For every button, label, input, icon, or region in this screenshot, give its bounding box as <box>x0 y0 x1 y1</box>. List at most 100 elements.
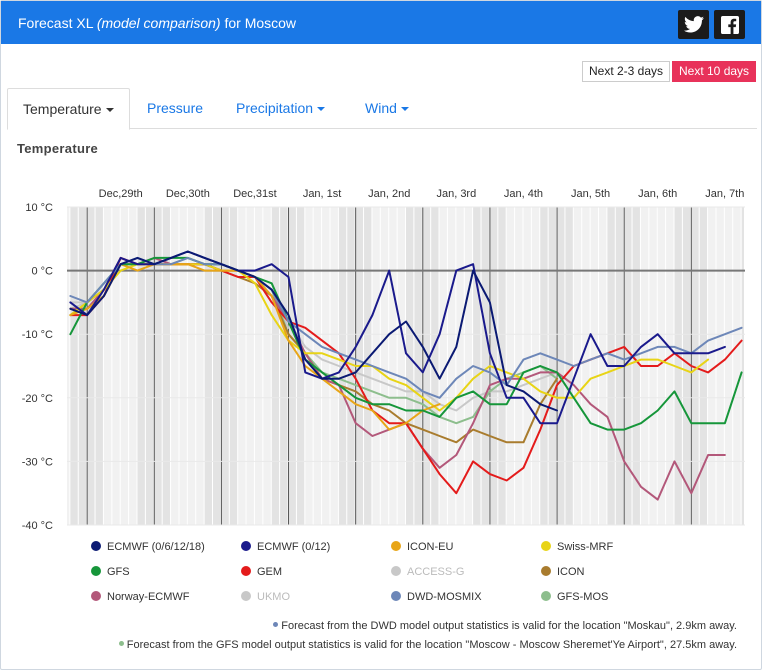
time-band <box>481 207 489 525</box>
time-band <box>246 207 254 525</box>
legend-label: ECMWF (0/6/12/18) <box>107 541 205 553</box>
time-band <box>531 207 540 525</box>
time-band <box>322 207 330 525</box>
day-label: Jan, 7th <box>705 188 744 200</box>
legend-item[interactable]: ICON-EU <box>391 541 453 553</box>
legend-dot-icon <box>91 541 101 551</box>
y-tick-label: -40 °C <box>22 520 53 532</box>
legend-item[interactable]: Swiss-MRF <box>541 541 613 553</box>
series-line-ecmwf-0-6-12-18- <box>69 250 558 412</box>
time-band <box>380 207 389 525</box>
tab-temperature[interactable]: Temperature <box>7 88 130 130</box>
legend-item[interactable]: ICON <box>541 566 585 578</box>
time-band <box>632 207 640 525</box>
next-10-days-button[interactable]: Next 10 days <box>672 61 757 82</box>
legend-dot-icon <box>541 591 551 601</box>
legend-item[interactable]: UKMO <box>241 591 290 603</box>
series-line-gfs <box>69 256 743 431</box>
time-band <box>666 207 674 525</box>
chevron-down-icon <box>317 107 326 112</box>
time-band <box>112 207 120 525</box>
legend-label: GFS <box>107 566 130 578</box>
legend-item[interactable]: DWD-MOSMIX <box>391 591 482 603</box>
time-band <box>573 207 582 525</box>
time-band <box>733 207 741 525</box>
time-band <box>221 207 229 525</box>
time-band <box>171 207 179 525</box>
legend-dot-icon <box>91 591 101 601</box>
tab-pressure[interactable]: Pressure <box>147 88 203 129</box>
next-2-3-days-button[interactable]: Next 2-3 days <box>582 61 671 82</box>
legend-item[interactable]: GFS <box>91 566 130 578</box>
title-model: (model comparison) <box>96 15 221 31</box>
time-band <box>389 207 397 525</box>
time-band <box>196 207 204 525</box>
time-band <box>598 207 607 525</box>
time-band <box>397 207 405 525</box>
legend-label: ACCESS-G <box>407 566 465 578</box>
time-band <box>288 207 296 525</box>
time-band <box>67 207 70 525</box>
legend-dot-icon <box>241 541 251 551</box>
tab-wind[interactable]: Wind <box>365 88 409 129</box>
legend-item[interactable]: ACCESS-G <box>391 566 464 578</box>
legend-dot-icon <box>391 591 401 601</box>
time-band <box>229 207 238 525</box>
twitter-share-button[interactable] <box>678 10 709 39</box>
legend-item[interactable]: ECMWF (0/6/12/18) <box>91 541 205 553</box>
time-band <box>187 207 196 525</box>
time-band <box>691 207 699 525</box>
tab-precipitation[interactable]: Precipitation <box>236 88 326 129</box>
legend-label: Norway-ECMWF <box>107 591 190 603</box>
tab-wind-label: Wind <box>365 100 397 116</box>
time-band <box>179 207 187 525</box>
time-band <box>431 207 439 525</box>
time-band <box>724 207 733 525</box>
time-band <box>103 207 112 525</box>
legend-dot-icon <box>91 566 101 576</box>
legend-item[interactable]: GFS-MOS <box>541 591 608 603</box>
time-band <box>716 207 724 525</box>
time-band <box>674 207 682 525</box>
time-band <box>372 207 380 525</box>
legend-dot-icon <box>541 541 551 551</box>
legend-label: ICON <box>557 566 585 578</box>
time-band <box>78 207 87 525</box>
legend-item[interactable]: GEM <box>241 566 282 578</box>
time-band <box>87 207 95 525</box>
time-band <box>447 207 456 525</box>
legend-label: Swiss-MRF <box>557 541 614 553</box>
time-band <box>154 207 162 525</box>
time-band <box>489 207 498 525</box>
tab-temperature-label: Temperature <box>23 101 102 117</box>
facebook-share-button[interactable] <box>714 10 745 39</box>
legend-item[interactable]: Norway-ECMWF <box>91 591 190 603</box>
legend-dot-icon <box>241 591 251 601</box>
legend-dot-icon <box>391 566 401 576</box>
day-label: Jan, 1st <box>303 188 342 200</box>
widget-header: Forecast XL (model comparison) for Mosco… <box>1 1 761 44</box>
tab-bar: Temperature Pressure Precipitation Wind <box>7 88 757 130</box>
time-band <box>590 207 598 525</box>
y-tick-label: 10 °C <box>25 202 53 214</box>
time-band <box>95 207 103 525</box>
tab-precipitation-label: Precipitation <box>236 100 314 116</box>
day-label: Jan, 5th <box>571 188 610 200</box>
time-band <box>347 207 355 525</box>
time-band <box>263 207 271 525</box>
title-prefix: Forecast XL <box>18 15 93 31</box>
gfs-note: Forecast from the GFS model output stati… <box>118 639 737 651</box>
widget-title: Forecast XL (model comparison) for Mosco… <box>18 15 296 31</box>
legend-item[interactable]: ECMWF (0/12) <box>241 541 330 553</box>
time-band <box>129 207 137 525</box>
y-tick-label: -30 °C <box>22 456 53 468</box>
gfs-note-text: Forecast from the GFS model output stati… <box>126 639 737 651</box>
time-band <box>741 207 744 525</box>
time-band <box>682 207 691 525</box>
time-band <box>506 207 515 525</box>
time-band <box>582 207 590 525</box>
time-band <box>523 207 531 525</box>
time-band <box>708 207 716 525</box>
time-band <box>204 207 213 525</box>
gfs-note-dot <box>118 641 124 646</box>
